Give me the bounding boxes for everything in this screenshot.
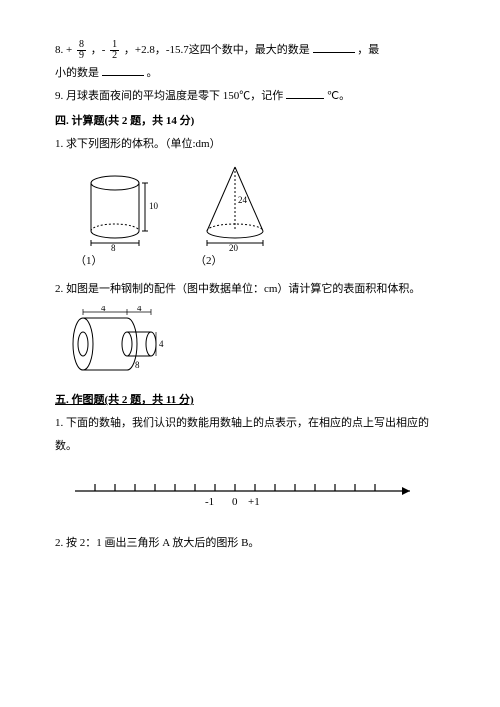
q9-t2: ℃。	[327, 90, 350, 102]
section5-title: 五. 作图题(共 2 题，共 11 分)	[55, 390, 445, 411]
fig2-label: （2）	[195, 251, 285, 272]
svg-text:8: 8	[135, 360, 140, 370]
q8-mid2: ，+2.8，-15.7这四个数中，最大的数是	[124, 44, 310, 56]
fig1-label: （1）	[75, 251, 165, 272]
blank	[286, 87, 324, 99]
q8-line2b: 。	[147, 67, 158, 79]
svg-text:+1: +1	[248, 496, 260, 508]
svg-text:0: 0	[232, 496, 238, 508]
q8-mid1: ，-	[91, 44, 106, 56]
cyl-h-label: 10	[149, 201, 159, 211]
s5-q2: 2. 按 2：1 画出三角形 A 放大后的图形 B。	[55, 533, 445, 554]
fig2-wrap: 24 20 （2）	[195, 161, 285, 272]
section4-title: 四. 计算题(共 2 题，共 14 分)	[55, 111, 445, 132]
q8-line2: 小的数是 。	[55, 63, 445, 84]
numberline-svg: -1 0 +1	[65, 475, 425, 515]
figures-row: 10 8 （1） 24 20 （2）	[75, 161, 445, 272]
frac-8-9: 8 9	[77, 40, 86, 61]
number-line: -1 0 +1	[65, 475, 445, 515]
cone-h-label: 24	[238, 195, 248, 205]
part-svg: 4 4 4 8	[55, 306, 165, 376]
cone-d-label: 20	[229, 243, 239, 251]
q8-tail1: ，最	[357, 44, 379, 56]
q9-t1: 9. 月球表面夜间的平均温度是零下 150℃，记作	[55, 90, 283, 102]
q8-line1: 8. + 8 9 ，- 1 2 ，+2.8，-15.7这四个数中，最大的数是 ，…	[55, 40, 445, 61]
blank	[102, 64, 144, 76]
cylinder-svg: 10 8	[75, 171, 165, 251]
part-fig: 4 4 4 8	[55, 306, 445, 376]
q8-line2a: 小的数是	[55, 67, 99, 79]
cone-svg: 24 20	[195, 161, 285, 251]
s5-q1b: 数。	[55, 436, 445, 457]
frac-1-2: 1 2	[110, 40, 119, 61]
s4-q1: 1. 求下列图形的体积。（单位:dm）	[55, 134, 445, 155]
cyl-d-label: 8	[111, 243, 116, 251]
q9: 9. 月球表面夜间的平均温度是零下 150℃，记作 ℃。	[55, 86, 445, 107]
svg-text:4: 4	[137, 306, 142, 313]
svg-text:4: 4	[101, 306, 106, 313]
s4-q2: 2. 如图是一种钢制的配件（图中数据单位：cm）请计算它的表面积和体积。	[55, 279, 445, 300]
svg-text:4: 4	[159, 339, 164, 349]
s5-q1a: 1. 下面的数轴，我们认识的数能用数轴上的点表示，在相应的点上写出相应的	[55, 413, 445, 434]
fig1-wrap: 10 8 （1）	[75, 171, 165, 272]
svg-text:-1: -1	[205, 496, 214, 508]
q8-prefix: 8. +	[55, 44, 72, 56]
blank	[313, 41, 355, 53]
